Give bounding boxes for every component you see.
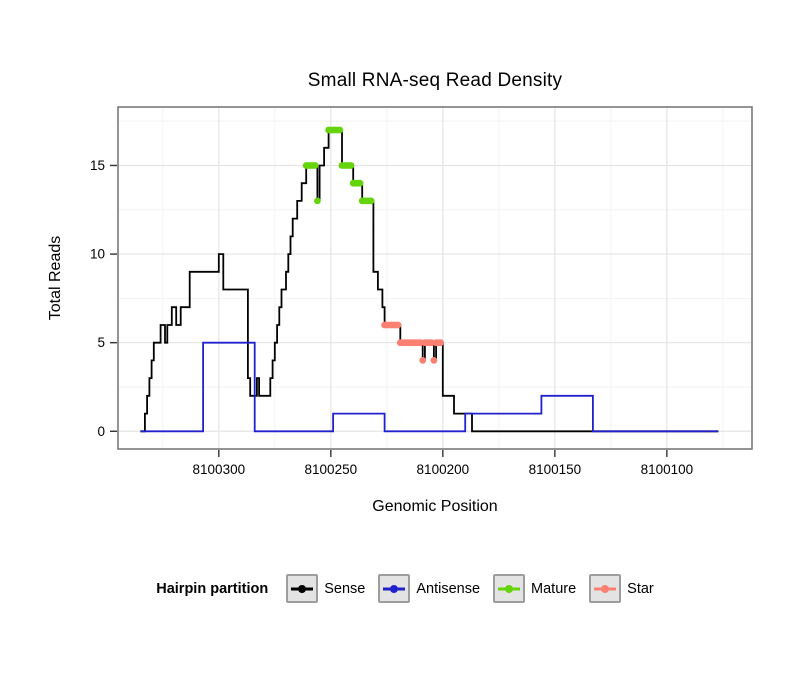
legend-label-antisense: Antisense	[416, 580, 481, 597]
series-antisense	[140, 341, 719, 433]
x-axis-label: Genomic Position	[372, 498, 498, 515]
x-tick-label: 8100100	[641, 462, 694, 477]
x-tick-label: 8100250	[305, 462, 358, 477]
legend-item-mature: Mature	[493, 574, 576, 603]
y-tick-label: 15	[90, 158, 105, 173]
series-sense	[140, 129, 719, 433]
legend-item-antisense: Antisense	[378, 574, 480, 603]
y-tick-label: 10	[90, 247, 105, 262]
x-tick-label: 8100150	[529, 462, 582, 477]
y-tick-label: 5	[97, 335, 105, 350]
legend-key-antisense-icon	[378, 574, 411, 603]
legend-key-sense-icon	[286, 574, 319, 603]
x-tick-label: 8100300	[193, 462, 246, 477]
legend-label-sense: Sense	[324, 580, 366, 597]
y-tick-label: 0	[97, 424, 105, 439]
series-mature	[302, 126, 375, 205]
chart-canvas: 8100300 8100250 8100200 8100150 8100100 0 5 10 1…	[90, 106, 753, 477]
chart-title: Small RNA-seq Read Density	[307, 70, 563, 91]
legend-label-mature: Mature	[531, 580, 577, 597]
panel-border	[117, 106, 753, 450]
legend-item-star: Star	[589, 574, 654, 603]
legend-title: Hairpin partition	[156, 580, 269, 597]
legend: Hairpin partition Sense Antisense Mature…	[0, 574, 810, 603]
series-star	[381, 321, 444, 364]
legend-key-mature-icon	[493, 574, 526, 603]
x-tick-label: 8100200	[417, 462, 470, 477]
legend-key-star-icon	[589, 574, 622, 603]
legend-label-star: Star	[627, 580, 654, 597]
legend-item-sense: Sense	[286, 574, 365, 603]
